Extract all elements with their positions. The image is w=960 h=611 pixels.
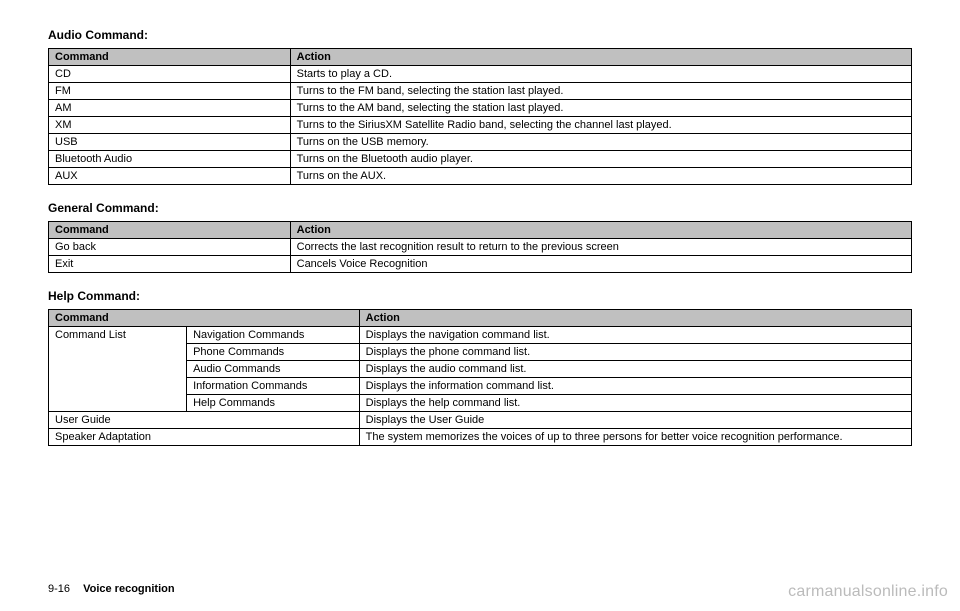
cell-action: Turns to the AM band, selecting the stat… [290, 100, 911, 117]
cell-action: Displays the information command list. [359, 378, 911, 395]
col-header-action: Action [290, 49, 911, 66]
section-name: Voice recognition [83, 583, 174, 595]
audio-command-title: Audio Command: [48, 28, 912, 42]
cell-action: The system memorizes the voices of up to… [359, 429, 911, 446]
cell-subcommand: Navigation Commands [187, 327, 360, 344]
table-row: Bluetooth AudioTurns on the Bluetooth au… [49, 151, 912, 168]
cell-action: Turns to the FM band, selecting the stat… [290, 83, 911, 100]
cell-command: XM [49, 117, 291, 134]
cell-action: Starts to play a CD. [290, 66, 911, 83]
general-command-title: General Command: [48, 201, 912, 215]
cell-command: FM [49, 83, 291, 100]
cell-action: Displays the navigation command list. [359, 327, 911, 344]
cell-action: Displays the audio command list. [359, 361, 911, 378]
table-header-row: Command Action [49, 310, 912, 327]
table-row: ExitCancels Voice Recognition [49, 256, 912, 273]
cell-command: Go back [49, 239, 291, 256]
cell-subcommand: Help Commands [187, 395, 360, 412]
cell-command: Bluetooth Audio [49, 151, 291, 168]
cell-action: Turns on the AUX. [290, 168, 911, 185]
cell-command: CD [49, 66, 291, 83]
table-row: FMTurns to the FM band, selecting the st… [49, 83, 912, 100]
cell-command: USB [49, 134, 291, 151]
general-command-table: Command Action Go backCorrects the last … [48, 221, 912, 273]
col-header-command: Command [49, 222, 291, 239]
table-row: Go backCorrects the last recognition res… [49, 239, 912, 256]
table-header-row: Command Action [49, 49, 912, 66]
cell-action: Displays the phone command list. [359, 344, 911, 361]
table-row: USBTurns on the USB memory. [49, 134, 912, 151]
cell-action: Corrects the last recognition result to … [290, 239, 911, 256]
cell-action: Turns to the SiriusXM Satellite Radio ba… [290, 117, 911, 134]
cell-command: Exit [49, 256, 291, 273]
col-header-command: Command [49, 49, 291, 66]
cell-command: Speaker Adaptation [49, 429, 360, 446]
table-header-row: Command Action [49, 222, 912, 239]
page-number: 9-16 [48, 583, 70, 595]
table-row: XMTurns to the SiriusXM Satellite Radio … [49, 117, 912, 134]
help-command-table: Command Action Command List Navigation C… [48, 309, 912, 446]
cell-command-group: Command List [49, 327, 187, 412]
table-row: Command List Navigation Commands Display… [49, 327, 912, 344]
cell-command: AUX [49, 168, 291, 185]
manual-page: Audio Command: Command Action CDStarts t… [0, 0, 960, 480]
col-header-action: Action [359, 310, 911, 327]
help-command-title: Help Command: [48, 289, 912, 303]
cell-subcommand: Information Commands [187, 378, 360, 395]
cell-action: Cancels Voice Recognition [290, 256, 911, 273]
col-header-action: Action [290, 222, 911, 239]
page-footer: 9-16 Voice recognition [48, 583, 175, 595]
cell-action: Turns on the USB memory. [290, 134, 911, 151]
cell-action: Turns on the Bluetooth audio player. [290, 151, 911, 168]
col-header-command: Command [49, 310, 360, 327]
cell-action: Displays the User Guide [359, 412, 911, 429]
watermark-text: carmanualsonline.info [788, 583, 948, 601]
audio-command-table: Command Action CDStarts to play a CD. FM… [48, 48, 912, 185]
cell-subcommand: Audio Commands [187, 361, 360, 378]
table-row: User GuideDisplays the User Guide [49, 412, 912, 429]
table-row: CDStarts to play a CD. [49, 66, 912, 83]
table-row: AMTurns to the AM band, selecting the st… [49, 100, 912, 117]
cell-command: User Guide [49, 412, 360, 429]
cell-action: Displays the help command list. [359, 395, 911, 412]
table-row: Speaker AdaptationThe system memorizes t… [49, 429, 912, 446]
cell-subcommand: Phone Commands [187, 344, 360, 361]
table-row: AUXTurns on the AUX. [49, 168, 912, 185]
cell-command: AM [49, 100, 291, 117]
